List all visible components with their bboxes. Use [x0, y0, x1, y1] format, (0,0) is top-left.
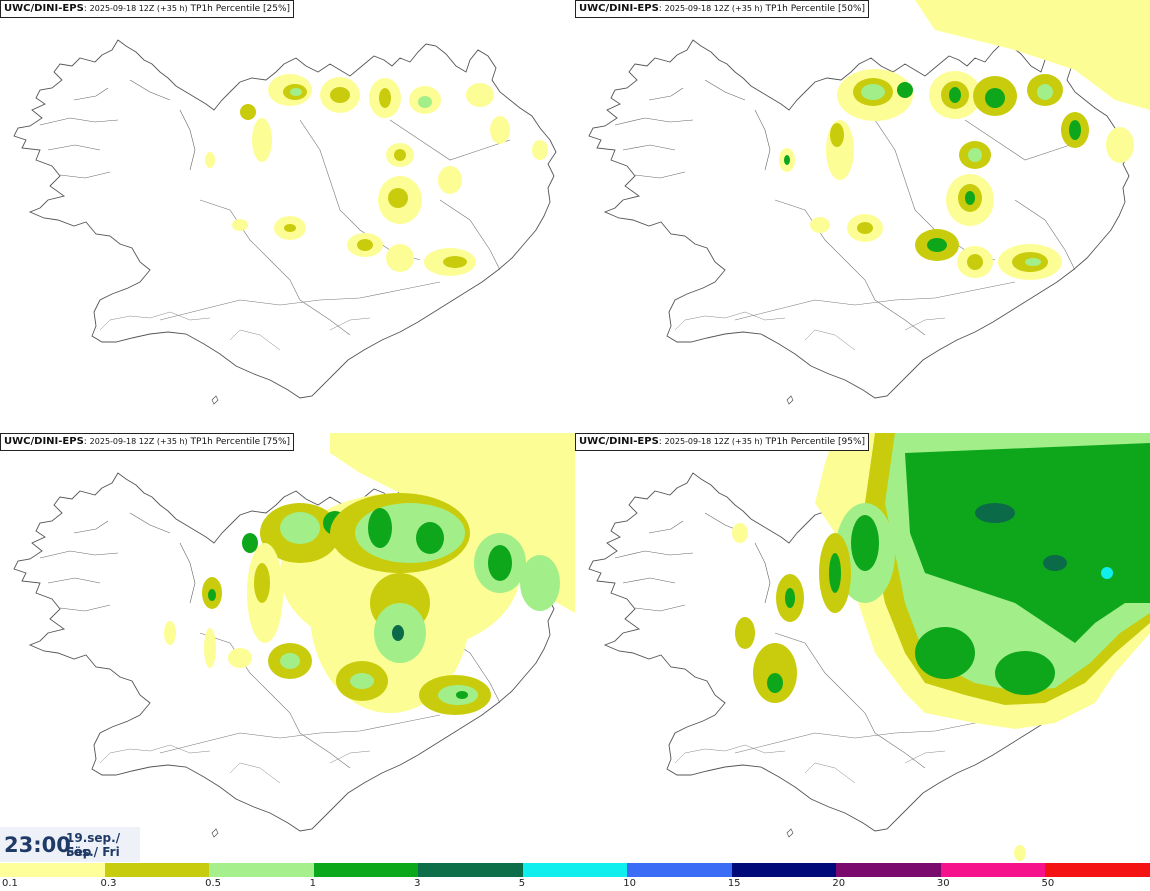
legend-swatch: [940, 863, 1046, 877]
valid-date: 19.sep./ Sep: [66, 831, 121, 859]
precip-overlay: [779, 0, 1150, 280]
legend-swatch: [209, 863, 315, 877]
legend-tick-label: 1: [309, 878, 316, 889]
legend-tick-label: 0.5: [205, 878, 221, 889]
map-panel-p50: UWC/DINI-EPS: 2025-09-18 12Z (+35 h) TP1…: [575, 0, 1150, 430]
map-panel-p25: UWC/DINI-EPS: 2025-09-18 12Z (+35 h) TP1…: [0, 0, 575, 430]
legend-swatch: [522, 863, 628, 877]
panel-title: UWC/DINI-EPS: 2025-09-18 12Z (+35 h) TP1…: [0, 433, 295, 451]
precip-overlay: [732, 433, 1150, 861]
iceland-map: [588, 0, 1150, 405]
precip-overlay: [164, 433, 575, 715]
legend-tick-label: 15: [727, 878, 741, 889]
legend-swatch: [0, 863, 106, 877]
legend-swatch: [731, 863, 837, 877]
valid-day: Fös./ Fri: [66, 845, 120, 859]
legend-tick-label: 20: [832, 878, 846, 889]
map-panel-p95: UWC/DINI-EPS: 2025-09-18 12Z (+35 h) TP1…: [575, 433, 1150, 863]
legend-tick-label: 30: [936, 878, 950, 889]
map-panel-p75: UWC/DINI-EPS: 2025-09-18 12Z (+35 h) TP1…: [0, 433, 575, 863]
legend-swatch: [313, 863, 419, 877]
legend-swatch: [1045, 863, 1150, 877]
panel-title: UWC/DINI-EPS: 2025-09-18 12Z (+35 h) TP1…: [0, 0, 295, 18]
panel-title: UWC/DINI-EPS: 2025-09-18 12Z (+35 h) TP1…: [575, 433, 870, 451]
valid-time-box: 23:00 19.sep./ Sep Fös./ Fri: [0, 827, 140, 862]
legend-tick-label: 0.1: [2, 878, 18, 889]
legend-swatch: [418, 863, 524, 877]
legend-tick-label: 0.3: [100, 878, 117, 889]
legend-tick-label: 10: [623, 878, 636, 889]
precip-overlay: [205, 74, 548, 276]
legend-tick-label: 50: [1041, 878, 1055, 889]
iceland-map: [13, 39, 557, 405]
legend-swatch: [627, 863, 733, 877]
iceland-map: [13, 433, 575, 838]
color-legend: 0.1 0.3 0.5 1 3 5 10 15 20 30 50: [0, 863, 1150, 891]
valid-time: 23:00: [4, 833, 71, 857]
legend-tick-label: 5: [518, 878, 526, 889]
legend-swatch: [104, 863, 210, 877]
legend-tick-label: 3: [414, 878, 421, 889]
panel-title: UWC/DINI-EPS: 2025-09-18 12Z (+35 h) TP1…: [575, 0, 870, 18]
iceland-map: [588, 433, 1150, 861]
legend-swatch: [836, 863, 942, 877]
